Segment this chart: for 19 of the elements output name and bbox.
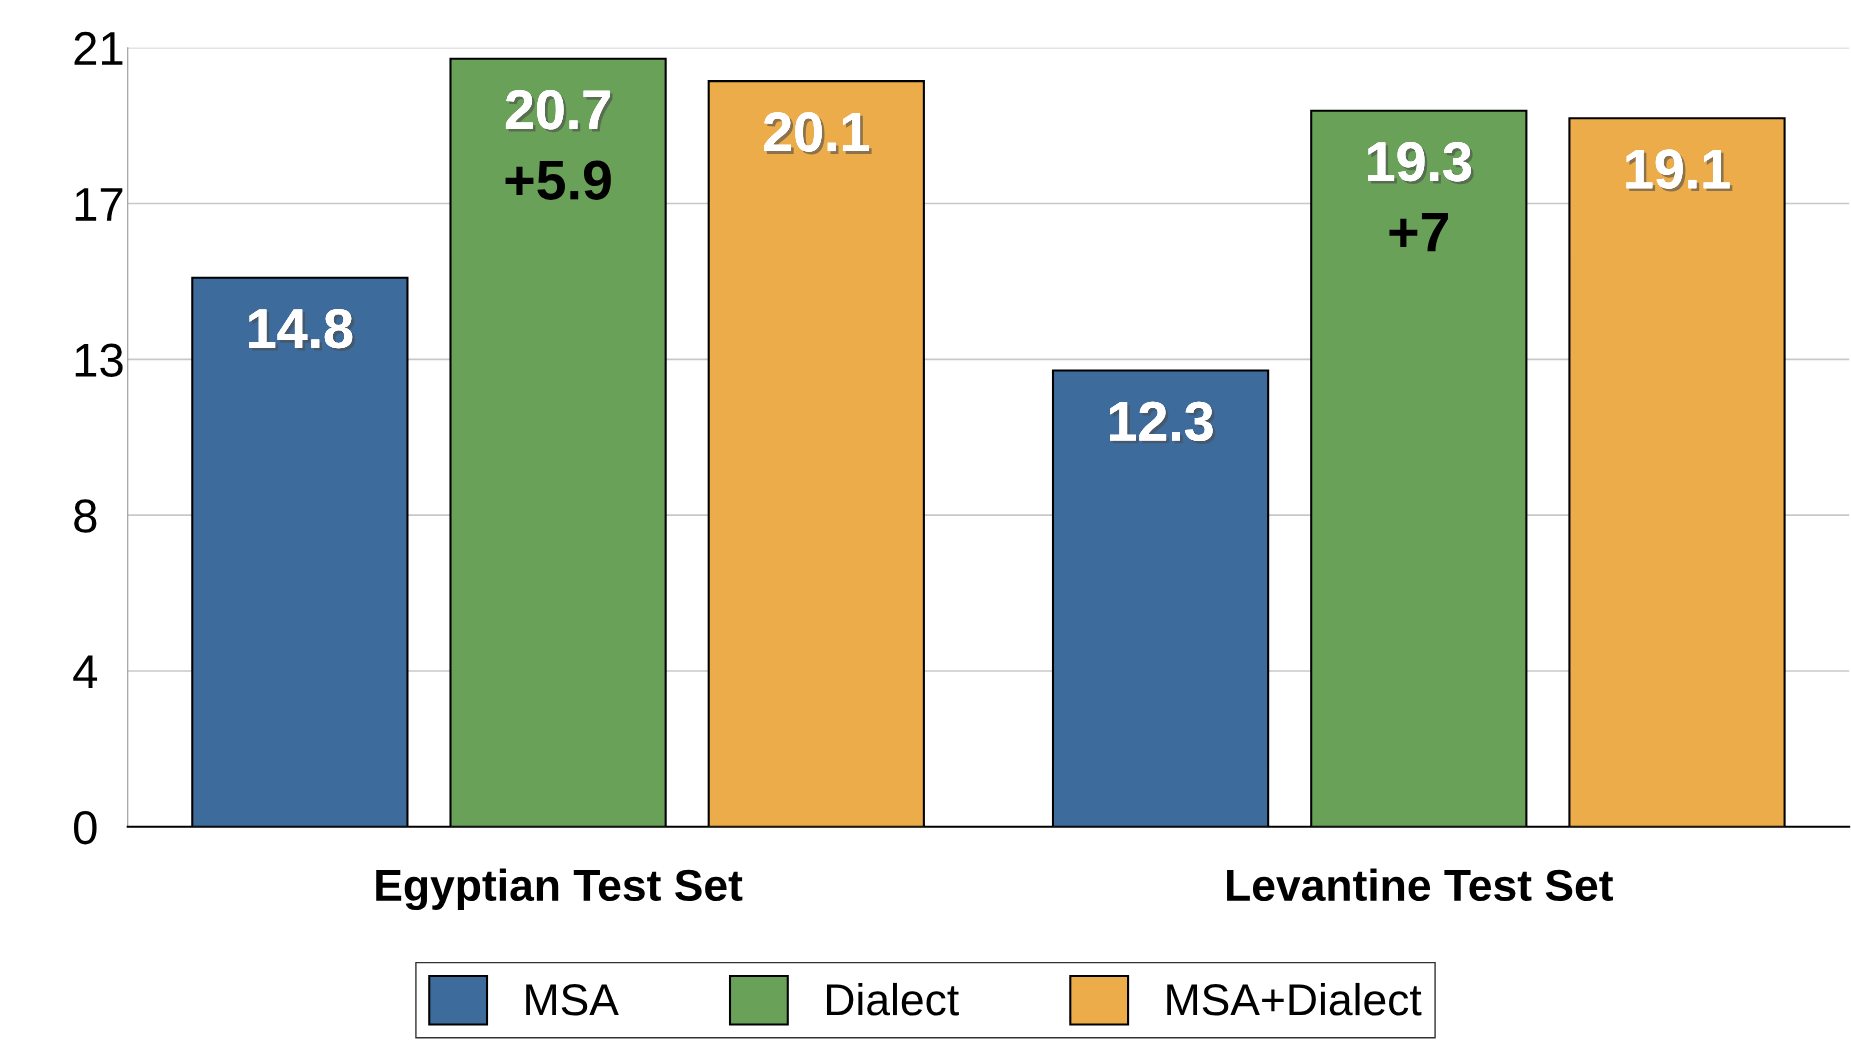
y-tick-label: 13 [75, 343, 123, 377]
legend-label: MSA+Dialect [1167, 982, 1422, 1016]
y-tick-label: 8 [74, 499, 97, 533]
y-tick-label: 4 [73, 655, 98, 689]
data-label: 20.1 [764, 112, 872, 155]
x-tick-label: Levantine Test Set [1227, 868, 1613, 902]
annotation: +7 [1389, 213, 1449, 252]
data-label: 14.8 [249, 308, 355, 352]
data-label: 20.7 [505, 90, 613, 133]
y-tick-label: 21 [74, 31, 123, 65]
legend-label: Dialect [826, 982, 959, 1016]
data-label: 12.3 [1110, 401, 1216, 444]
y-tick-label: 17 [75, 188, 123, 221]
x-tick-label: Egyptian Test Set [376, 868, 743, 911]
annotation: +5.9 [505, 160, 611, 200]
legend-label: MSA [526, 984, 619, 1016]
data-label: 19.3 [1368, 141, 1474, 185]
y-tick-label: 0 [74, 810, 97, 845]
data-label: 19.1 [1626, 149, 1733, 192]
